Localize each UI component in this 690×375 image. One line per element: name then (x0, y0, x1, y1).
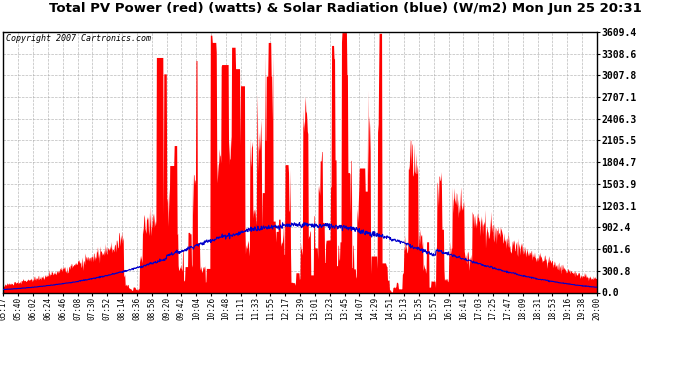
Text: Copyright 2007 Cartronics.com: Copyright 2007 Cartronics.com (6, 34, 151, 44)
Text: Total PV Power (red) (watts) & Solar Radiation (blue) (W/m2) Mon Jun 25 20:31: Total PV Power (red) (watts) & Solar Rad… (48, 2, 642, 15)
